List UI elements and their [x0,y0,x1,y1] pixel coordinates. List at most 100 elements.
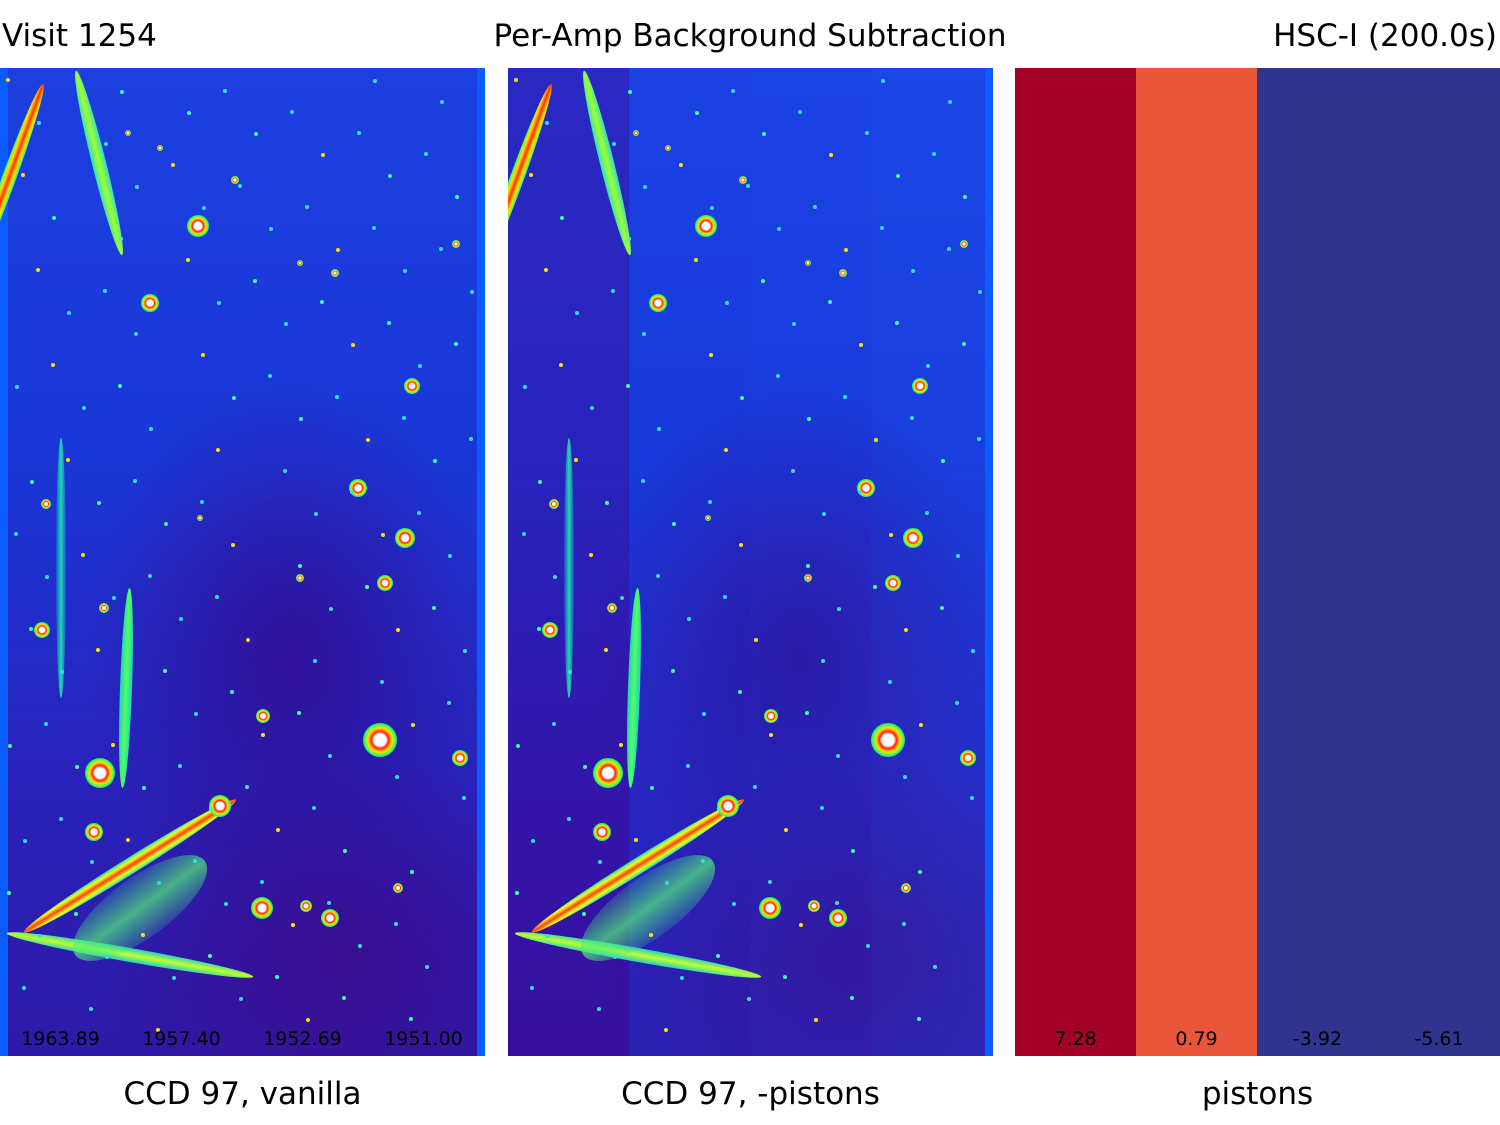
star-source [960,750,976,766]
speckle [522,532,526,536]
speckle [628,90,632,94]
speckle [387,321,391,325]
speckle [127,691,131,695]
speckle [103,289,107,293]
speckle [52,216,56,220]
speckle [60,670,64,674]
speckle [89,1007,93,1011]
speckle [917,1017,921,1021]
speckle [373,79,377,83]
piston-amp-2: -3.92 [1257,68,1378,1056]
visit-label: Visit 1254 [2,18,157,54]
speckle [709,353,713,357]
speckle [418,364,422,368]
speckle [918,870,922,874]
speckle [932,152,936,156]
speckle [843,395,847,399]
speckle [440,100,444,104]
speckle [372,226,376,230]
speckle [394,922,398,926]
speckle [515,891,519,895]
speckle [111,743,115,747]
speckle [329,607,333,611]
speckle [432,606,436,610]
speckle [216,448,220,452]
speckle [792,322,796,326]
speckle [470,290,474,294]
speckle [836,754,840,758]
speckle [695,111,699,115]
star-source [157,145,163,151]
speckle [36,268,40,272]
speckle [963,195,967,199]
image-edge-right [477,68,485,1056]
star-source [542,622,558,638]
speckle [822,512,826,516]
star-source [593,758,623,788]
speckle [105,955,109,959]
speckle [164,522,168,526]
speckle [305,205,309,209]
speckle [253,279,257,283]
speckle [768,880,772,884]
speckle [238,184,242,188]
speckle [664,1028,668,1032]
speckle [962,342,966,346]
speckle [657,427,661,431]
speckle [665,881,669,885]
star-source [209,795,231,817]
star-source [912,378,928,394]
speckle [8,744,12,748]
speckle [297,711,301,715]
speckle [807,417,811,421]
star-source [903,528,923,548]
speckle [67,311,71,315]
speckle [342,996,346,1000]
speckle [388,174,392,178]
speckle [739,543,743,547]
speckle [753,785,757,789]
speckle [971,649,975,653]
speckle [126,838,130,842]
speckle [157,881,161,885]
star-source [839,269,847,277]
speckle [66,458,70,462]
speckle [635,691,639,695]
star-source [300,900,312,912]
speckle [336,248,340,252]
star-source [808,900,820,912]
speckle [268,374,272,378]
speckle [403,269,407,273]
speckle [941,459,945,463]
caption-pistons: pistons [1201,1076,1314,1112]
speckle [531,839,535,843]
speckle [769,733,773,737]
star-source [395,528,415,548]
speckle [425,965,429,969]
speckle [366,438,370,442]
speckle [200,500,204,504]
speckle [312,806,316,810]
speckle [740,396,744,400]
speckle [538,480,542,484]
speckle [545,121,549,125]
speckle [409,1017,413,1021]
speckle [223,89,227,93]
speckle [724,448,728,452]
star-source [665,145,671,151]
star-source [593,823,611,841]
speckle [194,712,198,716]
speckle [926,364,930,368]
speckle [59,817,63,821]
speckle [133,479,137,483]
speckle [761,279,765,283]
speckle [81,553,85,557]
speckle [650,786,654,790]
speckle [187,111,191,115]
speckle [598,860,602,864]
speckle [605,501,609,505]
speckle [149,427,153,431]
star-source [197,515,203,521]
speckle [335,395,339,399]
star-source [607,603,617,613]
